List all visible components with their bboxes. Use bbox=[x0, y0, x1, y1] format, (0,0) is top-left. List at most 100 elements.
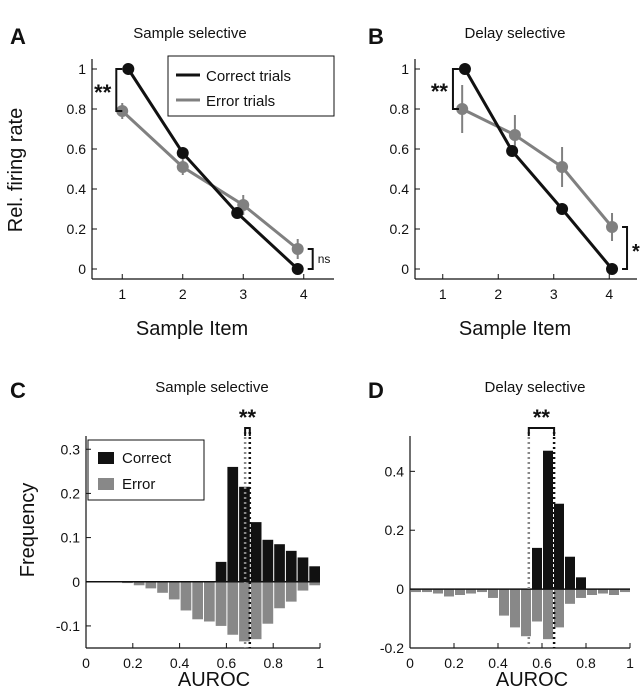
panel-c-bar-correct bbox=[250, 522, 262, 582]
panel-b-significance-label-left: ** bbox=[431, 79, 449, 104]
panel-c-bar-correct bbox=[285, 550, 297, 582]
panel-a-x-tick-label: 1 bbox=[118, 286, 126, 302]
panel-b-y-tick-label: 1 bbox=[401, 61, 409, 77]
panel-c-x-tick-label: 0.6 bbox=[217, 655, 237, 671]
panel-a-title: Sample selective bbox=[133, 25, 246, 42]
panel-c-bar-error bbox=[239, 581, 250, 642]
panel-c-bar-error bbox=[192, 581, 203, 620]
panel-b-y-tick-label: 0.2 bbox=[390, 221, 410, 237]
panel-c-bar-error bbox=[215, 581, 227, 626]
panel-c-y-tick-label: -0.1 bbox=[56, 618, 80, 634]
panel-a-x-tick-label: 3 bbox=[239, 286, 247, 302]
panel-d-bar-error bbox=[499, 589, 509, 616]
legend-line-chart: Correct trials Error trials bbox=[167, 55, 335, 117]
panel-d-y-tick-label: 0 bbox=[396, 581, 404, 597]
panel-c-bar-error bbox=[180, 581, 192, 611]
panel-b-title: Delay selective bbox=[465, 25, 566, 42]
panel-a-y-tick-label: 0.2 bbox=[67, 221, 87, 237]
panel-c-bar-correct bbox=[309, 566, 320, 582]
legend-label-error: Error bbox=[122, 476, 155, 493]
panel-d-bar-error bbox=[422, 589, 432, 593]
panel-b-point-correct bbox=[556, 203, 569, 215]
panel-letter-a: A bbox=[10, 24, 26, 49]
panel-c-bar-correct bbox=[239, 486, 250, 582]
panel-a-significance-bracket-left bbox=[115, 68, 123, 112]
panel-d-y-tick-label: -0.2 bbox=[380, 640, 404, 656]
panel-a-point-error bbox=[176, 161, 189, 173]
panel-d-bar-error bbox=[455, 589, 465, 595]
panel-c-x-tick-label: 0.2 bbox=[123, 655, 143, 671]
panel-d-bar-error bbox=[433, 589, 443, 594]
panel-d-y-tick-label: 0.2 bbox=[385, 522, 405, 538]
panel-c-bar-correct bbox=[274, 544, 285, 582]
panel-d-bar-error bbox=[620, 589, 630, 593]
legend-swatch-error bbox=[98, 478, 114, 490]
legend-swatch-correct bbox=[98, 452, 114, 464]
panel-c-y-tick-label: 0.2 bbox=[61, 485, 81, 501]
panel-c-bar-error bbox=[285, 581, 297, 602]
legend-label-correct: Correct trials bbox=[206, 68, 291, 85]
panel-c-bar-error bbox=[168, 581, 180, 600]
panel-a-significance-label-left: ** bbox=[94, 80, 112, 105]
panel-b-point-error bbox=[606, 221, 619, 233]
panel-b-point-error bbox=[508, 129, 521, 141]
panel-b-y-tick-label: 0.8 bbox=[390, 101, 410, 117]
panel-c-bar-error bbox=[309, 581, 320, 586]
legend-histogram: Correct Error bbox=[87, 439, 205, 501]
panel-d-title: Delay selective bbox=[485, 379, 586, 396]
panel-c-bar-error bbox=[204, 581, 215, 622]
panel-a-y-tick-label: 0.4 bbox=[67, 181, 87, 197]
legend-label-correct: Correct bbox=[122, 450, 172, 467]
panel-b-significance-bracket-left bbox=[451, 68, 459, 110]
panel-c-bar-error bbox=[262, 581, 274, 624]
panel-c-bar-error bbox=[250, 581, 262, 640]
panel-d-bar-error bbox=[543, 589, 553, 640]
panel-b-point-error bbox=[456, 103, 469, 115]
panel-a-x-tick-label: 4 bbox=[300, 286, 308, 302]
panel-d-bar-correct bbox=[532, 547, 542, 590]
panel-c-title: Sample selective bbox=[155, 379, 268, 396]
panel-c-y-tick-label: 0.3 bbox=[61, 441, 81, 457]
panel-a-line-error bbox=[121, 109, 299, 251]
panel-d-bar-error bbox=[510, 589, 520, 628]
panel-d-bar-error bbox=[411, 589, 421, 593]
panel-a-x-tick-label: 2 bbox=[179, 286, 187, 302]
panel-d-bar-error bbox=[444, 589, 454, 597]
panel-d-bar-error bbox=[532, 589, 542, 622]
panel-a-y-tick-label: 0.6 bbox=[67, 141, 87, 157]
panel-c-y-tick-label: 0.1 bbox=[61, 530, 81, 546]
panel-d-bar-correct bbox=[565, 556, 575, 590]
panel-c-bar-error bbox=[227, 581, 239, 635]
panel-c-x-tick-label: 0.8 bbox=[263, 655, 283, 671]
panel-d-bar-error bbox=[466, 589, 476, 594]
panel-d-bar-correct bbox=[554, 503, 564, 590]
panel-b-significance-bracket-right bbox=[622, 226, 629, 270]
panel-d-x-tick-label: 0.2 bbox=[444, 655, 464, 671]
panel-c-significance-bracket bbox=[244, 427, 251, 436]
panel-d-xlabel: AUROC bbox=[496, 669, 568, 691]
panel-b-x-tick-label: 2 bbox=[494, 286, 502, 302]
panel-a-line-correct bbox=[127, 68, 299, 271]
panel-a-point-correct bbox=[122, 63, 135, 75]
panel-b-y-tick-label: 0 bbox=[401, 261, 409, 277]
panel-letter-c: C bbox=[10, 378, 26, 403]
panel-d-significance-bracket bbox=[527, 427, 556, 436]
panel-a-significance-bracket-right bbox=[307, 248, 314, 270]
panel-a-significance-label-right: ns bbox=[318, 252, 331, 266]
panel-c-y-tick-label: 0 bbox=[72, 574, 80, 590]
panel-a-y-tick-label: 1 bbox=[78, 61, 86, 77]
panel-d-bar-error bbox=[554, 589, 564, 628]
panel-c-bar-correct bbox=[297, 557, 309, 582]
panel-b-point-correct bbox=[506, 145, 519, 157]
panel-a-point-correct bbox=[291, 263, 304, 275]
panel-d-x-tick-label: 1 bbox=[626, 655, 634, 671]
panel-d-bar-error bbox=[576, 589, 586, 598]
panel-b-line-error bbox=[461, 107, 614, 228]
panel-b-point-correct bbox=[606, 263, 619, 275]
panel-c-x-tick-label: 1 bbox=[316, 655, 324, 671]
panel-b-x-tick-label: 4 bbox=[605, 286, 613, 302]
panel-d-bar-error bbox=[521, 589, 531, 637]
panel-a-point-correct bbox=[176, 147, 189, 159]
panel-a-xlabel: Sample Item bbox=[136, 318, 248, 340]
panel-c-bar-error bbox=[297, 581, 309, 591]
